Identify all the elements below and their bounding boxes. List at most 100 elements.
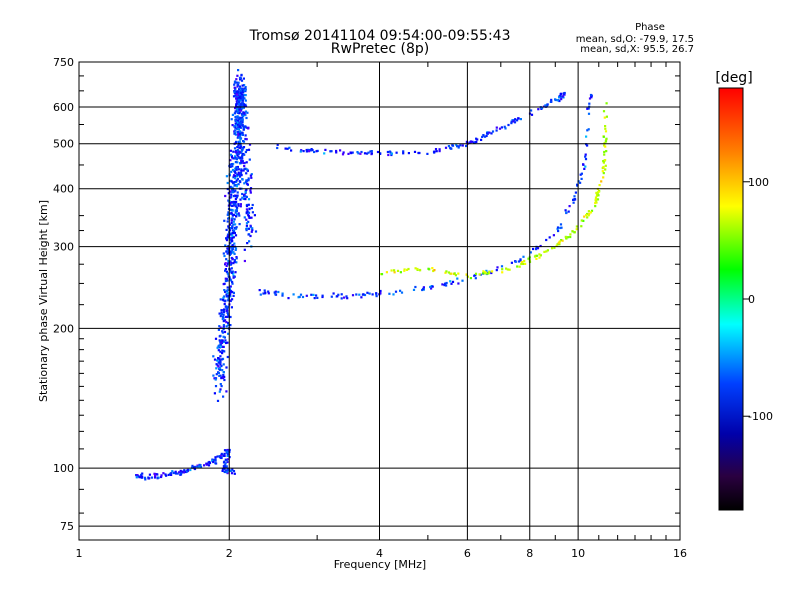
data-point (573, 198, 576, 201)
data-point (580, 172, 583, 175)
data-point (236, 127, 239, 131)
data-point (387, 153, 390, 157)
data-point (287, 297, 290, 300)
data-point (235, 168, 238, 171)
data-point (450, 272, 453, 275)
data-point (536, 247, 540, 250)
data-point (225, 264, 228, 267)
data-point (245, 227, 248, 230)
data-point (226, 252, 229, 255)
data-point (247, 211, 251, 214)
data-point (485, 269, 488, 272)
data-point (597, 194, 600, 197)
data-point (180, 472, 183, 475)
data-point (238, 103, 241, 106)
data-point (602, 110, 606, 113)
data-point (224, 279, 227, 283)
data-point (541, 106, 544, 109)
data-point (135, 474, 138, 477)
data-point (227, 245, 230, 248)
data-point (234, 94, 237, 97)
data-point (228, 288, 231, 291)
data-point (596, 198, 600, 201)
data-point (241, 192, 244, 196)
data-point (219, 345, 222, 348)
chart-subtitle: RwPretec (8p) (331, 41, 429, 57)
data-point (484, 135, 487, 138)
data-point (239, 151, 243, 154)
data-point (240, 145, 243, 148)
data-point (457, 272, 460, 275)
data-point (418, 151, 421, 155)
data-point (241, 97, 244, 100)
data-point (587, 214, 590, 217)
data-point (529, 251, 532, 254)
data-point (567, 210, 570, 213)
data-point (222, 296, 225, 299)
data-point (230, 180, 233, 183)
data-point (237, 212, 240, 215)
data-point (234, 223, 237, 226)
data-point (235, 179, 238, 182)
colorbar-label: [deg] (715, 70, 752, 86)
data-point (220, 312, 223, 315)
data-point (244, 125, 247, 128)
data-point (476, 138, 479, 141)
data-point (368, 292, 371, 295)
data-point (238, 133, 242, 136)
data-point (226, 315, 229, 318)
data-point (215, 367, 218, 370)
data-point (595, 201, 598, 204)
data-point (335, 151, 338, 154)
data-point (191, 464, 194, 467)
data-point (234, 189, 237, 192)
data-point (496, 266, 499, 269)
data-point (231, 290, 234, 294)
data-point (211, 459, 214, 462)
data-point (219, 361, 222, 364)
data-point (242, 111, 245, 114)
data-point (396, 269, 400, 272)
data-point (241, 106, 244, 109)
data-point (242, 113, 246, 117)
data-point (380, 273, 384, 276)
data-point (560, 226, 563, 229)
data-point (232, 275, 235, 278)
data-point (312, 293, 315, 296)
data-point (250, 216, 253, 219)
data-point (240, 161, 243, 164)
data-point (530, 113, 534, 116)
data-point (229, 295, 232, 298)
data-point (211, 458, 214, 461)
data-point (356, 151, 359, 154)
data-point (222, 325, 225, 328)
data-point (233, 181, 236, 184)
data-point (241, 131, 244, 134)
data-point (241, 88, 244, 91)
data-point (232, 272, 235, 275)
data-point (174, 470, 177, 473)
data-point (544, 104, 547, 107)
data-point (223, 295, 226, 298)
data-point (237, 144, 240, 147)
data-point (241, 99, 244, 102)
data-point (559, 223, 563, 226)
data-point (232, 262, 235, 265)
x-axis-label: Frequency [MHz] (334, 558, 426, 571)
data-point (246, 168, 249, 171)
data-point (241, 114, 244, 118)
data-point (230, 196, 233, 199)
data-point (251, 203, 254, 207)
data-point (239, 116, 242, 119)
data-point (305, 148, 308, 152)
data-point (453, 272, 456, 275)
data-point (236, 161, 239, 164)
data-point (231, 249, 234, 252)
data-point (236, 92, 239, 95)
phase-title: Phase (635, 22, 665, 33)
data-point (248, 143, 252, 146)
data-point (221, 352, 224, 355)
data-point (471, 140, 474, 143)
data-point (385, 271, 388, 274)
data-point (227, 305, 230, 308)
